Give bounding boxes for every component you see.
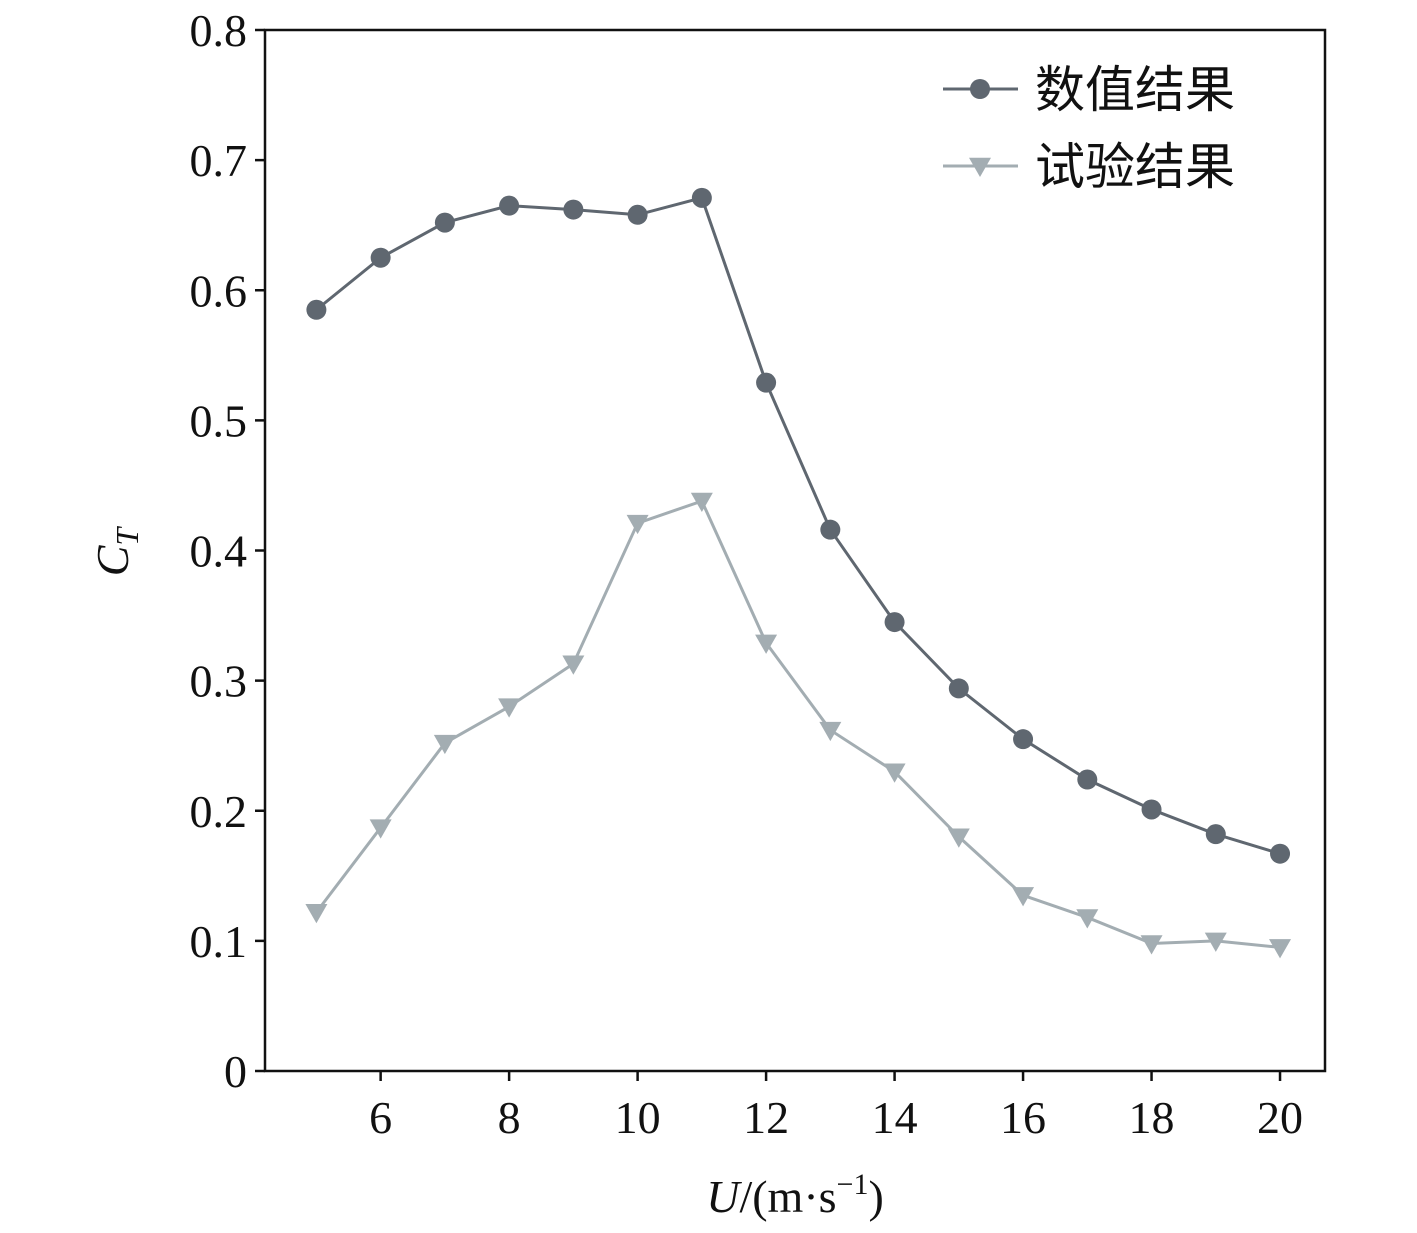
data-point — [948, 678, 969, 699]
y-tick-label: 0.2 — [190, 786, 248, 837]
data-point — [563, 199, 584, 220]
data-point — [755, 634, 778, 654]
y-tick-label: 0.6 — [190, 265, 248, 316]
data-point — [947, 828, 970, 848]
data-point — [562, 655, 585, 675]
data-point — [627, 204, 648, 225]
data-point — [1076, 909, 1099, 929]
data-point — [499, 195, 520, 216]
x-tick-label: 8 — [498, 1092, 521, 1143]
data-point — [305, 903, 328, 924]
x-axis-label: U/(m·s−1) — [706, 1168, 884, 1222]
y-tick-label: 0.4 — [190, 526, 248, 577]
x-tick-label: 18 — [1129, 1092, 1175, 1143]
data-point — [819, 721, 842, 742]
series-line — [315, 196, 1281, 856]
y-tick-label: 0.7 — [190, 135, 248, 186]
data-point — [691, 187, 712, 208]
legend-marker — [970, 79, 990, 99]
data-point — [1141, 799, 1162, 820]
series-line — [315, 499, 1281, 949]
y-tick-label: 0 — [224, 1046, 247, 1097]
y-axis-variable: C — [87, 544, 138, 576]
data-point — [884, 612, 905, 633]
data-point — [498, 698, 521, 718]
y-tick-label: 0.5 — [190, 395, 248, 446]
series-layer — [305, 187, 1292, 959]
data-point — [1269, 939, 1292, 959]
data-point — [883, 763, 906, 783]
x-axis-unit: /(m·s — [739, 1171, 836, 1222]
x-tick-label: 10 — [615, 1092, 661, 1143]
data-point — [1270, 843, 1291, 864]
data-point — [1204, 932, 1227, 952]
data-point — [1012, 887, 1035, 907]
series-1 — [306, 187, 1291, 864]
legend-marker — [969, 157, 991, 177]
x-axis-variable: U — [706, 1171, 742, 1222]
legend-item: 数值结果 — [943, 61, 1235, 119]
y-tick-label: 0.8 — [190, 5, 248, 56]
y-axis: 0 0.1 0.2 0.3 0.4 0.5 0.6 0.7 0.8 — [190, 5, 265, 1097]
x-tick-label: 14 — [872, 1092, 918, 1143]
data-point — [756, 372, 777, 393]
x-tick-label: 6 — [369, 1092, 392, 1143]
x-tick-label: 16 — [1000, 1092, 1046, 1143]
legend-item: 试验结果 — [943, 138, 1235, 196]
data-point — [306, 299, 327, 320]
x-tick-label: 20 — [1257, 1092, 1303, 1143]
y-axis-label: CT — [87, 526, 145, 577]
x-axis: 6 8 10 12 14 16 18 20 — [369, 1071, 1303, 1143]
data-point — [370, 247, 391, 268]
data-point — [369, 819, 392, 839]
x-axis-unit-close: ) — [868, 1171, 883, 1222]
legend-label: 试验结果 — [1035, 138, 1235, 196]
data-point — [690, 492, 713, 513]
y-tick-label: 0.3 — [190, 656, 248, 707]
data-point — [1205, 824, 1226, 845]
x-tick-label: 12 — [743, 1092, 789, 1143]
data-point — [433, 734, 456, 755]
data-point — [1013, 729, 1034, 750]
x-axis-unit-exponent: −1 — [837, 1168, 869, 1201]
legend-label: 数值结果 — [1035, 61, 1235, 119]
series-2 — [305, 492, 1292, 959]
data-point — [1140, 935, 1163, 955]
data-point — [626, 514, 649, 535]
data-point — [434, 212, 455, 233]
data-point — [820, 519, 841, 540]
y-tick-label: 0.1 — [190, 916, 248, 967]
data-point — [1077, 769, 1098, 790]
y-axis-subscript: T — [109, 526, 145, 546]
